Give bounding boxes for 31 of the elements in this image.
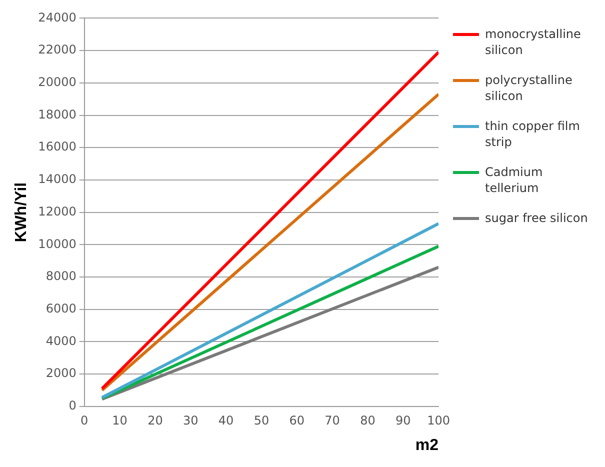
x-tick-label: 60 bbox=[289, 414, 305, 428]
legend-label: thin copper film strip bbox=[485, 118, 581, 150]
x-tick-label: 50 bbox=[254, 414, 270, 428]
x-tick-label: 20 bbox=[148, 414, 163, 428]
y-tick-label: 8000 bbox=[46, 269, 76, 284]
y-tick-label: 2000 bbox=[46, 366, 76, 380]
x-tick-label: 40 bbox=[218, 414, 234, 428]
x-tick-label: 10 bbox=[112, 414, 128, 428]
y-tick-label: 20000 bbox=[38, 75, 76, 90]
x-axis-title: m2 bbox=[415, 436, 439, 454]
x-tick-label: 90 bbox=[395, 414, 411, 428]
x-tick-label: 80 bbox=[360, 414, 376, 428]
legend-label: Cadmium tellerium bbox=[485, 164, 544, 196]
x-tick-label: 30 bbox=[182, 414, 198, 428]
y-tick-label: 24000 bbox=[38, 10, 76, 24]
y-tick-label: 0 bbox=[68, 398, 76, 413]
y-tick-label: 12000 bbox=[38, 204, 76, 218]
y-tick-label: 16000 bbox=[38, 140, 76, 154]
legend-label: sugar free silicon bbox=[485, 210, 588, 226]
y-tick-label: 14000 bbox=[38, 172, 76, 186]
y-tick-label: 10000 bbox=[38, 236, 76, 251]
y-axis-title: KWh/Yil bbox=[13, 182, 30, 242]
y-tick-label: 18000 bbox=[38, 107, 76, 122]
y-tick-label: 22000 bbox=[38, 42, 76, 57]
y-tick-label: 6000 bbox=[46, 301, 76, 316]
x-tick-label: 70 bbox=[324, 414, 340, 428]
x-tick-label: 100 bbox=[427, 414, 450, 428]
y-tick-label: 4000 bbox=[46, 334, 76, 348]
legend-label: polycrystalline silicon bbox=[485, 72, 574, 104]
legend-label: monocrystalline silicon bbox=[485, 26, 582, 58]
x-tick-label: 0 bbox=[80, 414, 88, 428]
